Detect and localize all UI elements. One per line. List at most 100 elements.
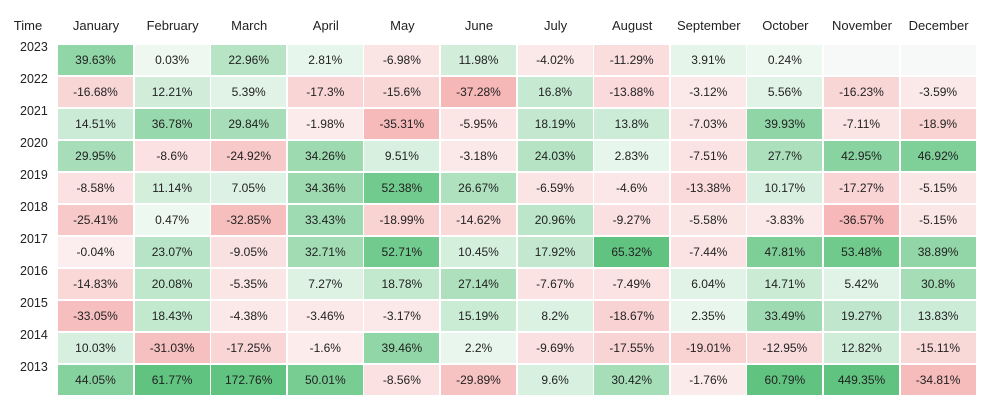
return-cell: 0.24% (747, 45, 823, 75)
month-header: September (677, 18, 741, 33)
return-cell: -18.67% (594, 301, 670, 331)
return-cell: 33.49% (747, 301, 823, 331)
month-header: February (146, 18, 199, 33)
return-cell: -12.95% (747, 333, 823, 363)
return-cell: 34.36% (287, 173, 363, 203)
year-label: 2019 (20, 168, 48, 182)
year-label: 2022 (20, 72, 48, 86)
return-cell: 53.48% (824, 237, 899, 267)
return-cell: -5.95% (441, 109, 516, 139)
month-header: April (312, 18, 339, 33)
return-cell: 34.26% (287, 141, 363, 171)
return-cell: -8.56% (364, 365, 440, 395)
return-cell: -7.44% (670, 237, 746, 267)
return-cell: 7.27% (287, 269, 363, 299)
return-cell: 0.47% (134, 205, 210, 235)
return-cell: 11.98% (441, 45, 516, 75)
return-cell: 27.14% (441, 269, 516, 299)
return-cell: 18.19% (517, 109, 593, 139)
return-cell: 33.43% (287, 205, 363, 235)
return-cell: -4.6% (594, 173, 670, 203)
year-label: 2018 (20, 200, 48, 214)
return-cell: -3.59% (900, 77, 976, 107)
return-cell: -11.29% (594, 45, 670, 75)
month-header: October (762, 18, 809, 33)
return-cell: 19.27% (824, 301, 899, 331)
return-cell: -6.98% (364, 45, 440, 75)
year-label: 2013 (20, 360, 48, 374)
return-cell: 24.03% (517, 141, 593, 171)
return-cell: -5.58% (670, 205, 746, 235)
return-cell: 10.17% (747, 173, 823, 203)
return-cell: -15.6% (364, 77, 440, 107)
year-label: 2016 (20, 264, 48, 278)
return-cell: -35.31% (364, 109, 440, 139)
return-cell (900, 45, 976, 75)
return-cell: -1.76% (670, 365, 746, 395)
return-cell: -29.89% (441, 365, 516, 395)
return-cell: 17.92% (517, 237, 593, 267)
return-cell: -17.3% (287, 77, 363, 107)
return-cell: 20.08% (134, 269, 210, 299)
return-cell: -17.25% (211, 333, 287, 363)
return-cell: 36.78% (134, 109, 210, 139)
return-cell: -8.6% (134, 141, 210, 171)
return-cell: 32.71% (287, 237, 363, 267)
return-cell: 46.92% (900, 141, 976, 171)
return-cell (824, 45, 899, 75)
return-cell: -9.27% (594, 205, 670, 235)
return-cell: -13.88% (594, 77, 670, 107)
month-header: January (72, 18, 120, 33)
return-cell: 9.6% (517, 365, 593, 395)
return-cell: 15.19% (441, 301, 516, 331)
return-cell: -17.27% (824, 173, 899, 203)
return-cell: 5.56% (747, 77, 823, 107)
return-cell: 61.77% (134, 365, 210, 395)
return-cell: -7.49% (594, 269, 670, 299)
return-cell: 2.35% (670, 301, 746, 331)
return-cell: 5.42% (824, 269, 899, 299)
return-cell: -32.85% (211, 205, 287, 235)
return-cell: 11.14% (134, 173, 210, 203)
return-cell: 16.8% (517, 77, 593, 107)
return-cell: 65.32% (594, 237, 670, 267)
return-cell: -0.04% (58, 237, 133, 267)
month-header: March (231, 18, 268, 33)
return-cell: -1.98% (287, 109, 363, 139)
return-cell: -18.9% (900, 109, 976, 139)
year-label: 2014 (20, 328, 48, 342)
return-cell: 52.71% (364, 237, 440, 267)
return-cell: 60.79% (747, 365, 823, 395)
month-header: May (390, 18, 415, 33)
return-cell: -5.35% (211, 269, 287, 299)
return-cell: 29.95% (58, 141, 133, 171)
return-cell: -7.11% (824, 109, 899, 139)
return-cell: -34.81% (900, 365, 976, 395)
year-label: 2015 (20, 296, 48, 310)
return-cell: -14.62% (441, 205, 516, 235)
return-cell: 6.04% (670, 269, 746, 299)
time-header: Time (13, 18, 43, 33)
return-cell: -16.68% (58, 77, 133, 107)
return-cell: 42.95% (824, 141, 899, 171)
month-header: July (544, 18, 568, 33)
return-cell: -8.58% (58, 173, 133, 203)
return-cell: 9.51% (364, 141, 440, 171)
return-cell: 10.45% (441, 237, 516, 267)
return-cell: 30.8% (900, 269, 976, 299)
return-cell: -3.83% (747, 205, 823, 235)
return-cell: 20.96% (517, 205, 593, 235)
return-cell: -33.05% (58, 301, 133, 331)
return-cell: 39.63% (58, 45, 133, 75)
return-cell: 26.67% (441, 173, 516, 203)
return-cell: -7.67% (517, 269, 593, 299)
return-cell: -37.28% (441, 77, 516, 107)
return-cell: -4.38% (211, 301, 287, 331)
return-cell: 5.39% (211, 77, 287, 107)
return-cell: -5.15% (900, 205, 976, 235)
return-cell: 14.51% (58, 109, 133, 139)
return-cell: 13.8% (594, 109, 670, 139)
month-header: December (908, 18, 969, 33)
year-label: 2023 (20, 40, 48, 54)
